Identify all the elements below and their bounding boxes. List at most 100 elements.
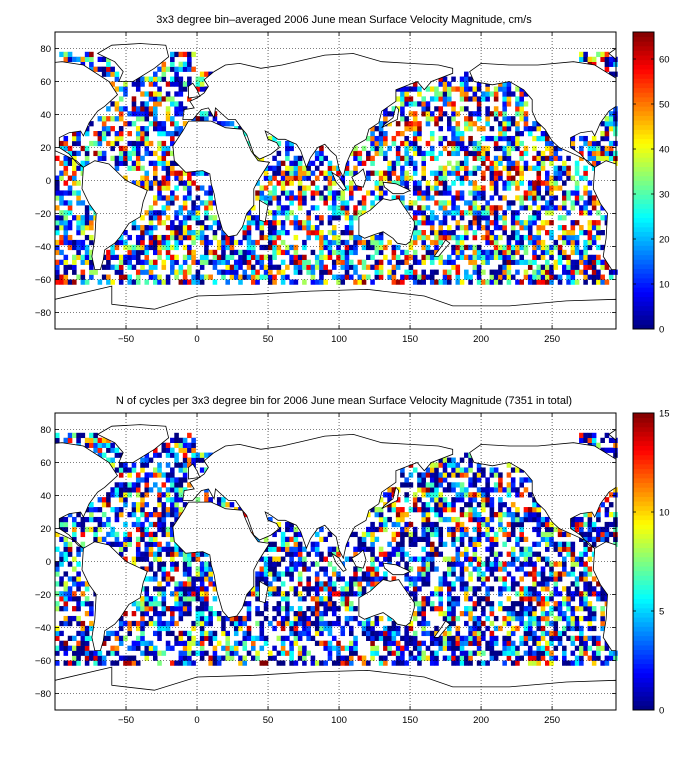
data-bin bbox=[76, 190, 81, 196]
data-bin bbox=[587, 521, 593, 528]
data-bin bbox=[153, 106, 158, 112]
data-bin bbox=[268, 225, 273, 231]
data-bin bbox=[391, 625, 397, 632]
data-bin bbox=[63, 160, 69, 166]
data-bin bbox=[204, 586, 209, 592]
data-bin bbox=[289, 650, 294, 656]
data-bin bbox=[387, 541, 392, 547]
data-bin bbox=[208, 581, 213, 587]
data-bin bbox=[417, 566, 422, 572]
data-bin bbox=[106, 61, 111, 67]
data-bin bbox=[417, 611, 422, 617]
data-bin bbox=[425, 581, 431, 587]
data-bin bbox=[468, 655, 473, 661]
data-bin bbox=[357, 576, 363, 582]
data-bin bbox=[481, 596, 486, 602]
data-bin bbox=[93, 66, 98, 72]
data-bin bbox=[442, 200, 448, 206]
data-bin bbox=[493, 86, 499, 92]
data-bin bbox=[67, 175, 73, 181]
data-bin bbox=[144, 150, 150, 157]
data-bin bbox=[570, 259, 576, 265]
data-bin bbox=[331, 274, 337, 280]
data-bin bbox=[135, 640, 141, 646]
data-bin bbox=[144, 259, 150, 265]
data-bin bbox=[89, 502, 94, 508]
data-bin bbox=[502, 541, 507, 547]
velocity-magnitude-panel: 3x3 degree bin–averaged 2006 June mean S… bbox=[35, 14, 670, 345]
data-bin bbox=[63, 274, 69, 280]
data-bin bbox=[161, 140, 167, 147]
data-bin bbox=[131, 645, 137, 651]
data-bin bbox=[148, 96, 154, 102]
data-bin bbox=[161, 507, 167, 513]
data-bin bbox=[148, 541, 154, 547]
data-bin bbox=[549, 220, 554, 226]
data-bin bbox=[293, 635, 299, 641]
data-bin bbox=[510, 611, 516, 617]
data-bin bbox=[135, 536, 141, 542]
data-bin bbox=[153, 601, 158, 607]
data-bin bbox=[613, 61, 618, 67]
data-bin bbox=[532, 606, 537, 612]
data-bin bbox=[412, 220, 418, 226]
data-bin bbox=[314, 150, 320, 157]
data-bin bbox=[263, 185, 269, 191]
data-bin bbox=[596, 635, 601, 641]
data-bin bbox=[123, 121, 128, 127]
data-bin bbox=[212, 279, 218, 285]
data-bin bbox=[170, 606, 175, 612]
data-bin bbox=[489, 551, 495, 557]
data-bin bbox=[387, 145, 392, 152]
data-bin bbox=[212, 254, 218, 260]
data-bin bbox=[135, 180, 141, 186]
data-bin bbox=[153, 521, 158, 528]
data-bin bbox=[268, 239, 273, 246]
data-bin bbox=[212, 660, 218, 666]
data-bin bbox=[421, 601, 426, 607]
data-bin bbox=[425, 566, 431, 572]
data-bin bbox=[310, 205, 316, 211]
data-bin bbox=[455, 111, 461, 117]
data-bin bbox=[250, 655, 256, 661]
data-bin bbox=[272, 556, 277, 562]
data-bin bbox=[110, 264, 115, 270]
data-bin bbox=[353, 576, 358, 582]
data-bin bbox=[310, 611, 316, 617]
data-bin bbox=[421, 507, 426, 513]
data-bin bbox=[170, 96, 175, 102]
data-bin bbox=[110, 101, 115, 107]
data-bin bbox=[570, 234, 576, 241]
data-bin bbox=[153, 606, 158, 612]
data-bin bbox=[476, 571, 482, 577]
data-bin bbox=[123, 86, 128, 92]
data-bin bbox=[583, 596, 588, 602]
data-bin bbox=[199, 586, 205, 592]
data-bin bbox=[412, 185, 418, 191]
data-bin bbox=[174, 81, 179, 87]
data-bin bbox=[221, 615, 226, 622]
data-bin bbox=[55, 175, 60, 181]
data-bin bbox=[314, 531, 320, 538]
data-bin bbox=[523, 269, 529, 275]
data-bin bbox=[327, 581, 333, 587]
data-bin bbox=[604, 61, 610, 67]
data-bin bbox=[191, 596, 196, 602]
data-bin bbox=[293, 170, 299, 176]
data-bin bbox=[208, 200, 213, 206]
data-bin bbox=[523, 91, 529, 97]
data-bin bbox=[481, 145, 486, 152]
data-bin bbox=[255, 269, 260, 275]
data-bin bbox=[459, 541, 465, 547]
data-bin bbox=[387, 492, 392, 498]
data-bin bbox=[118, 492, 124, 498]
data-bin bbox=[429, 507, 435, 513]
data-bin bbox=[76, 606, 81, 612]
data-bin bbox=[72, 239, 77, 246]
data-bin bbox=[608, 655, 614, 661]
data-bin bbox=[174, 91, 179, 97]
data-bin bbox=[123, 230, 128, 236]
data-bin bbox=[293, 269, 299, 275]
data-bin bbox=[148, 150, 154, 157]
data-bin bbox=[464, 200, 469, 206]
